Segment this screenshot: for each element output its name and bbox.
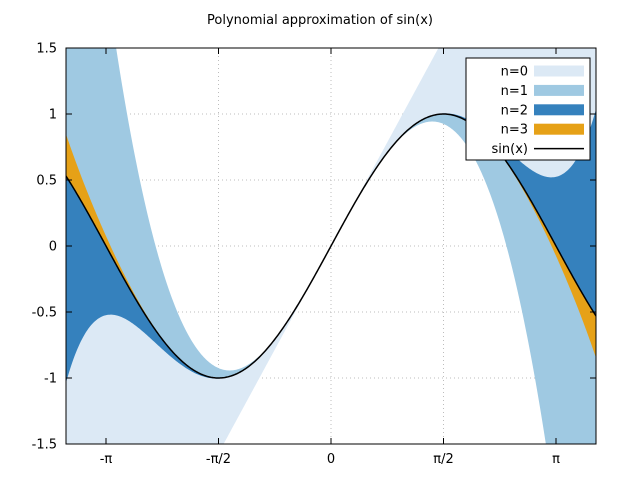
x-tick-label: -π bbox=[100, 452, 113, 467]
y-tick-label: -1 bbox=[44, 372, 57, 387]
x-tick-label: π bbox=[552, 452, 560, 467]
legend-label: n=1 bbox=[501, 84, 528, 99]
y-tick-label: 1 bbox=[49, 108, 57, 123]
sin-curve bbox=[66, 113, 596, 379]
legend-swatch bbox=[534, 65, 584, 77]
x-tick-label: -π/2 bbox=[206, 452, 231, 467]
legend-swatch bbox=[534, 84, 584, 96]
legend-label: sin(x) bbox=[492, 142, 528, 157]
y-tick-label: -1.5 bbox=[32, 438, 57, 453]
legend-swatch bbox=[534, 104, 584, 116]
x-tick-label: π/2 bbox=[433, 452, 453, 467]
y-tick-label: -0.5 bbox=[32, 306, 57, 321]
legend-label: n=3 bbox=[501, 123, 528, 138]
legend-label: n=2 bbox=[501, 103, 528, 118]
y-tick-label: 0 bbox=[49, 240, 57, 255]
legend-swatch bbox=[534, 123, 584, 135]
band-n=1 bbox=[66, 48, 596, 444]
x-tick-label: 0 bbox=[327, 452, 335, 467]
chart-title: Polynomial approximation of sin(x) bbox=[207, 13, 433, 28]
y-tick-label: 1.5 bbox=[36, 42, 57, 57]
y-tick-label: 0.5 bbox=[36, 174, 57, 189]
legend-label: n=0 bbox=[501, 65, 528, 80]
